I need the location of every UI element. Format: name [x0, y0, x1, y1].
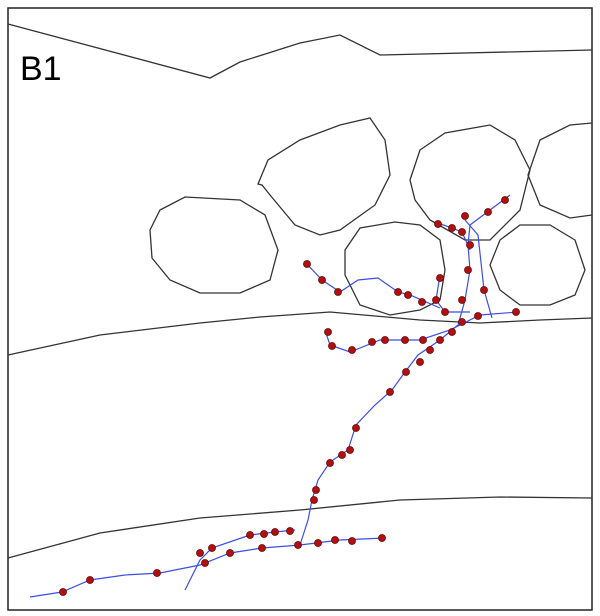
varicosities — [59, 196, 520, 596]
panel-label: B1 — [20, 50, 62, 88]
panel-frame — [7, 7, 593, 611]
tissue-outlines — [7, 23, 593, 559]
